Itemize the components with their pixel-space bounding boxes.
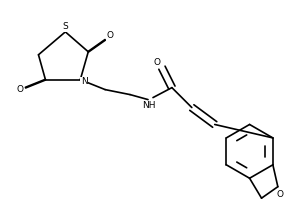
Text: O: O <box>16 85 23 94</box>
Text: O: O <box>276 190 283 199</box>
Text: N: N <box>81 77 88 86</box>
Text: O: O <box>107 31 114 40</box>
Text: NH: NH <box>142 101 156 110</box>
Text: S: S <box>62 22 68 31</box>
Text: O: O <box>154 58 160 67</box>
